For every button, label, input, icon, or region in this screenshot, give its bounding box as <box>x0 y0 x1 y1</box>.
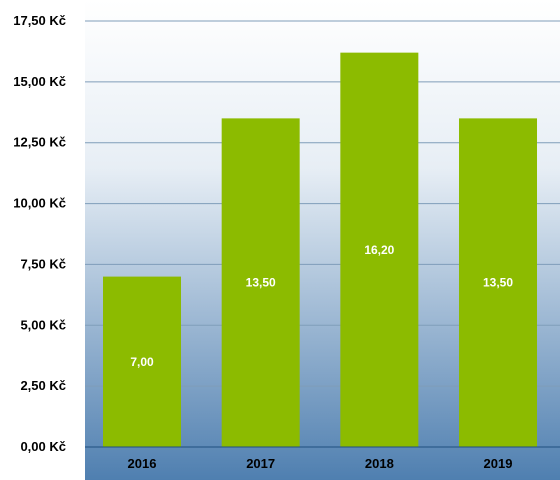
data-labels: 7,00 13,50 16,20 13,50 <box>130 243 513 369</box>
x-tick-label: 2016 <box>128 456 157 471</box>
bar <box>459 118 538 447</box>
bar-value-label: 13,50 <box>483 276 513 290</box>
y-tick-label: 12,50 Kč <box>13 135 66 150</box>
y-tick-label: 10,00 Kč <box>13 196 66 211</box>
x-axis-ticks: 2016 2017 2018 2019 <box>128 456 513 471</box>
y-tick-label: 15,00 Kč <box>13 74 66 89</box>
x-tick-label: 2017 <box>246 456 275 471</box>
y-tick-label: 2,50 Kč <box>20 378 66 393</box>
bar-value-label: 13,50 <box>246 276 276 290</box>
y-axis-ticks: 0,00 Kč 2,50 Kč 5,00 Kč 7,50 Kč 10,00 Kč 12,5… <box>13 13 66 454</box>
y-tick-label: 17,50 Kč <box>13 13 66 28</box>
bars <box>103 52 538 447</box>
y-tick-label: 0,00 Kč <box>20 439 66 454</box>
bar-value-label: 16,20 <box>364 243 394 257</box>
bar-value-label: 7,00 <box>130 355 154 369</box>
y-tick-label: 5,00 Kč <box>20 317 66 332</box>
bar <box>221 118 300 447</box>
bar <box>340 52 419 447</box>
bar <box>103 276 181 447</box>
x-tick-label: 2019 <box>484 456 513 471</box>
x-tick-label: 2018 <box>365 456 394 471</box>
y-tick-label: 7,50 Kč <box>20 256 66 271</box>
